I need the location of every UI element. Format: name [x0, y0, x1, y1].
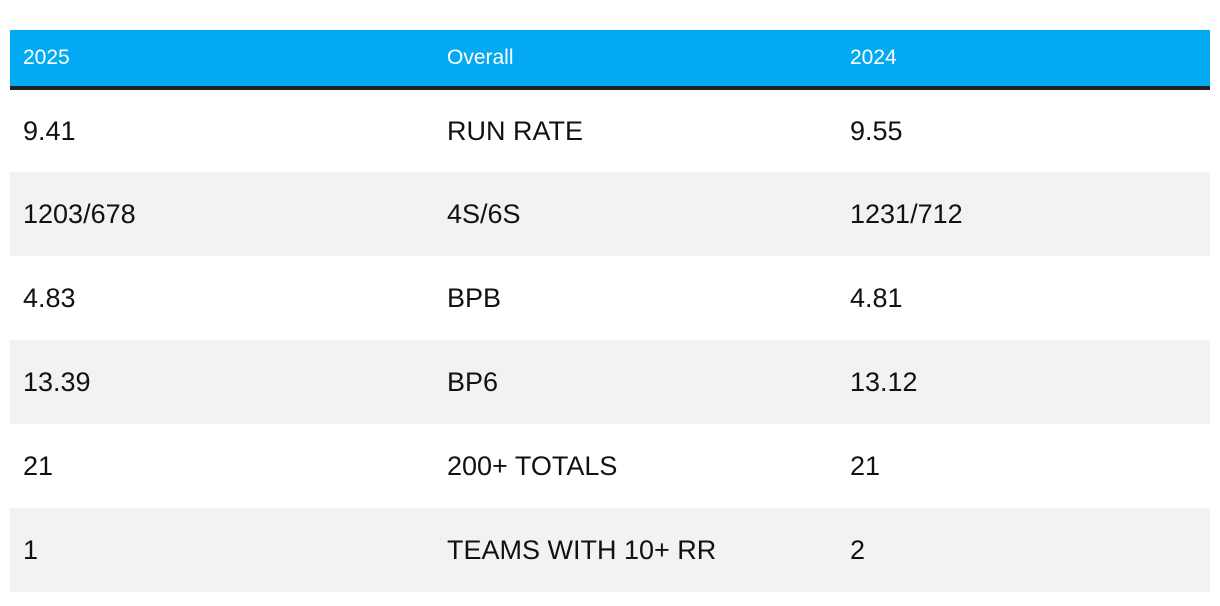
cell-metric: BPB: [447, 282, 502, 313]
cell-2025: 13.39: [23, 366, 91, 397]
table-row: 21 200+ TOTALS 21: [10, 424, 1210, 508]
cell-metric: 4S/6S: [447, 198, 521, 229]
table-row: 4.83 BPB 4.81: [10, 256, 1210, 340]
cell-2025: 21: [23, 450, 54, 481]
cell-metric: 200+ TOTALS: [447, 450, 618, 481]
column-header-overall: Overall: [434, 30, 837, 90]
stats-comparison-table-container: 2025 Overall 2024 9.41 RUN RATE 9.55 120…: [10, 30, 1210, 592]
table-header-row: 2025 Overall 2024: [10, 30, 1210, 90]
cell-2025: 1203/678: [23, 198, 136, 229]
cell-2024: 2: [850, 534, 866, 565]
cell-2024: 4.81: [850, 282, 903, 313]
cell-2025: 9.41: [23, 115, 76, 146]
table-row: 1203/678 4S/6S 1231/712: [10, 172, 1210, 256]
stats-comparison-table: 2025 Overall 2024 9.41 RUN RATE 9.55 120…: [10, 30, 1210, 592]
cell-2024: 1231/712: [850, 198, 963, 229]
cell-2024: 13.12: [850, 366, 918, 397]
cell-metric: RUN RATE: [447, 115, 584, 146]
table-row: 1 TEAMS WITH 10+ RR 2: [10, 508, 1210, 592]
table-row: 13.39 BP6 13.12: [10, 340, 1210, 424]
cell-2024: 21: [850, 450, 881, 481]
column-header-2024: 2024: [837, 30, 1210, 90]
cell-2025: 4.83: [23, 282, 76, 313]
cell-2025: 1: [23, 534, 39, 565]
cell-metric: TEAMS WITH 10+ RR: [447, 534, 717, 565]
table-row: 9.41 RUN RATE 9.55: [10, 88, 1210, 172]
column-header-2025: 2025: [10, 30, 434, 90]
cell-2024: 9.55: [850, 115, 903, 146]
cell-metric: BP6: [447, 366, 499, 397]
